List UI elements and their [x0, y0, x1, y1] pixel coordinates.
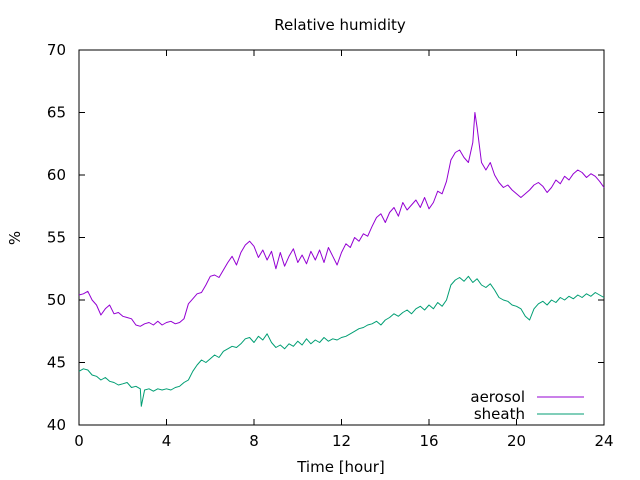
- x-tick-label: 24: [594, 432, 613, 450]
- x-tick-label: 0: [74, 432, 84, 450]
- x-tick-label: 12: [332, 432, 351, 450]
- series-layer: [78, 112, 605, 407]
- x-tick-label: 16: [419, 432, 438, 450]
- x-tick-label: 4: [162, 432, 172, 450]
- y-tick-label: 45: [47, 354, 66, 372]
- y-axis-label: %: [6, 231, 24, 245]
- ticks-layer: 0 4 8 12 16 20 24 40 45 50 55 60 65 70: [47, 41, 614, 450]
- legend-label-aerosol: aerosol: [470, 388, 525, 406]
- series-line-aerosol: [78, 112, 605, 327]
- y-tick-label: 65: [47, 104, 66, 122]
- plot-frame: [78, 49, 605, 426]
- x-axis-label: Time [hour]: [296, 458, 385, 476]
- y-tick-label: 50: [47, 291, 66, 309]
- x-tick-label: 20: [507, 432, 526, 450]
- chart-title: Relative humidity: [274, 16, 406, 34]
- y-tick-label: 55: [47, 229, 66, 247]
- series-line-sheath: [78, 275, 605, 407]
- y-tick-label: 40: [47, 416, 66, 434]
- y-tick-label: 60: [47, 166, 66, 184]
- y-tick-label: 70: [47, 41, 66, 59]
- legend-label-sheath: sheath: [474, 405, 525, 423]
- x-tick-label: 8: [249, 432, 259, 450]
